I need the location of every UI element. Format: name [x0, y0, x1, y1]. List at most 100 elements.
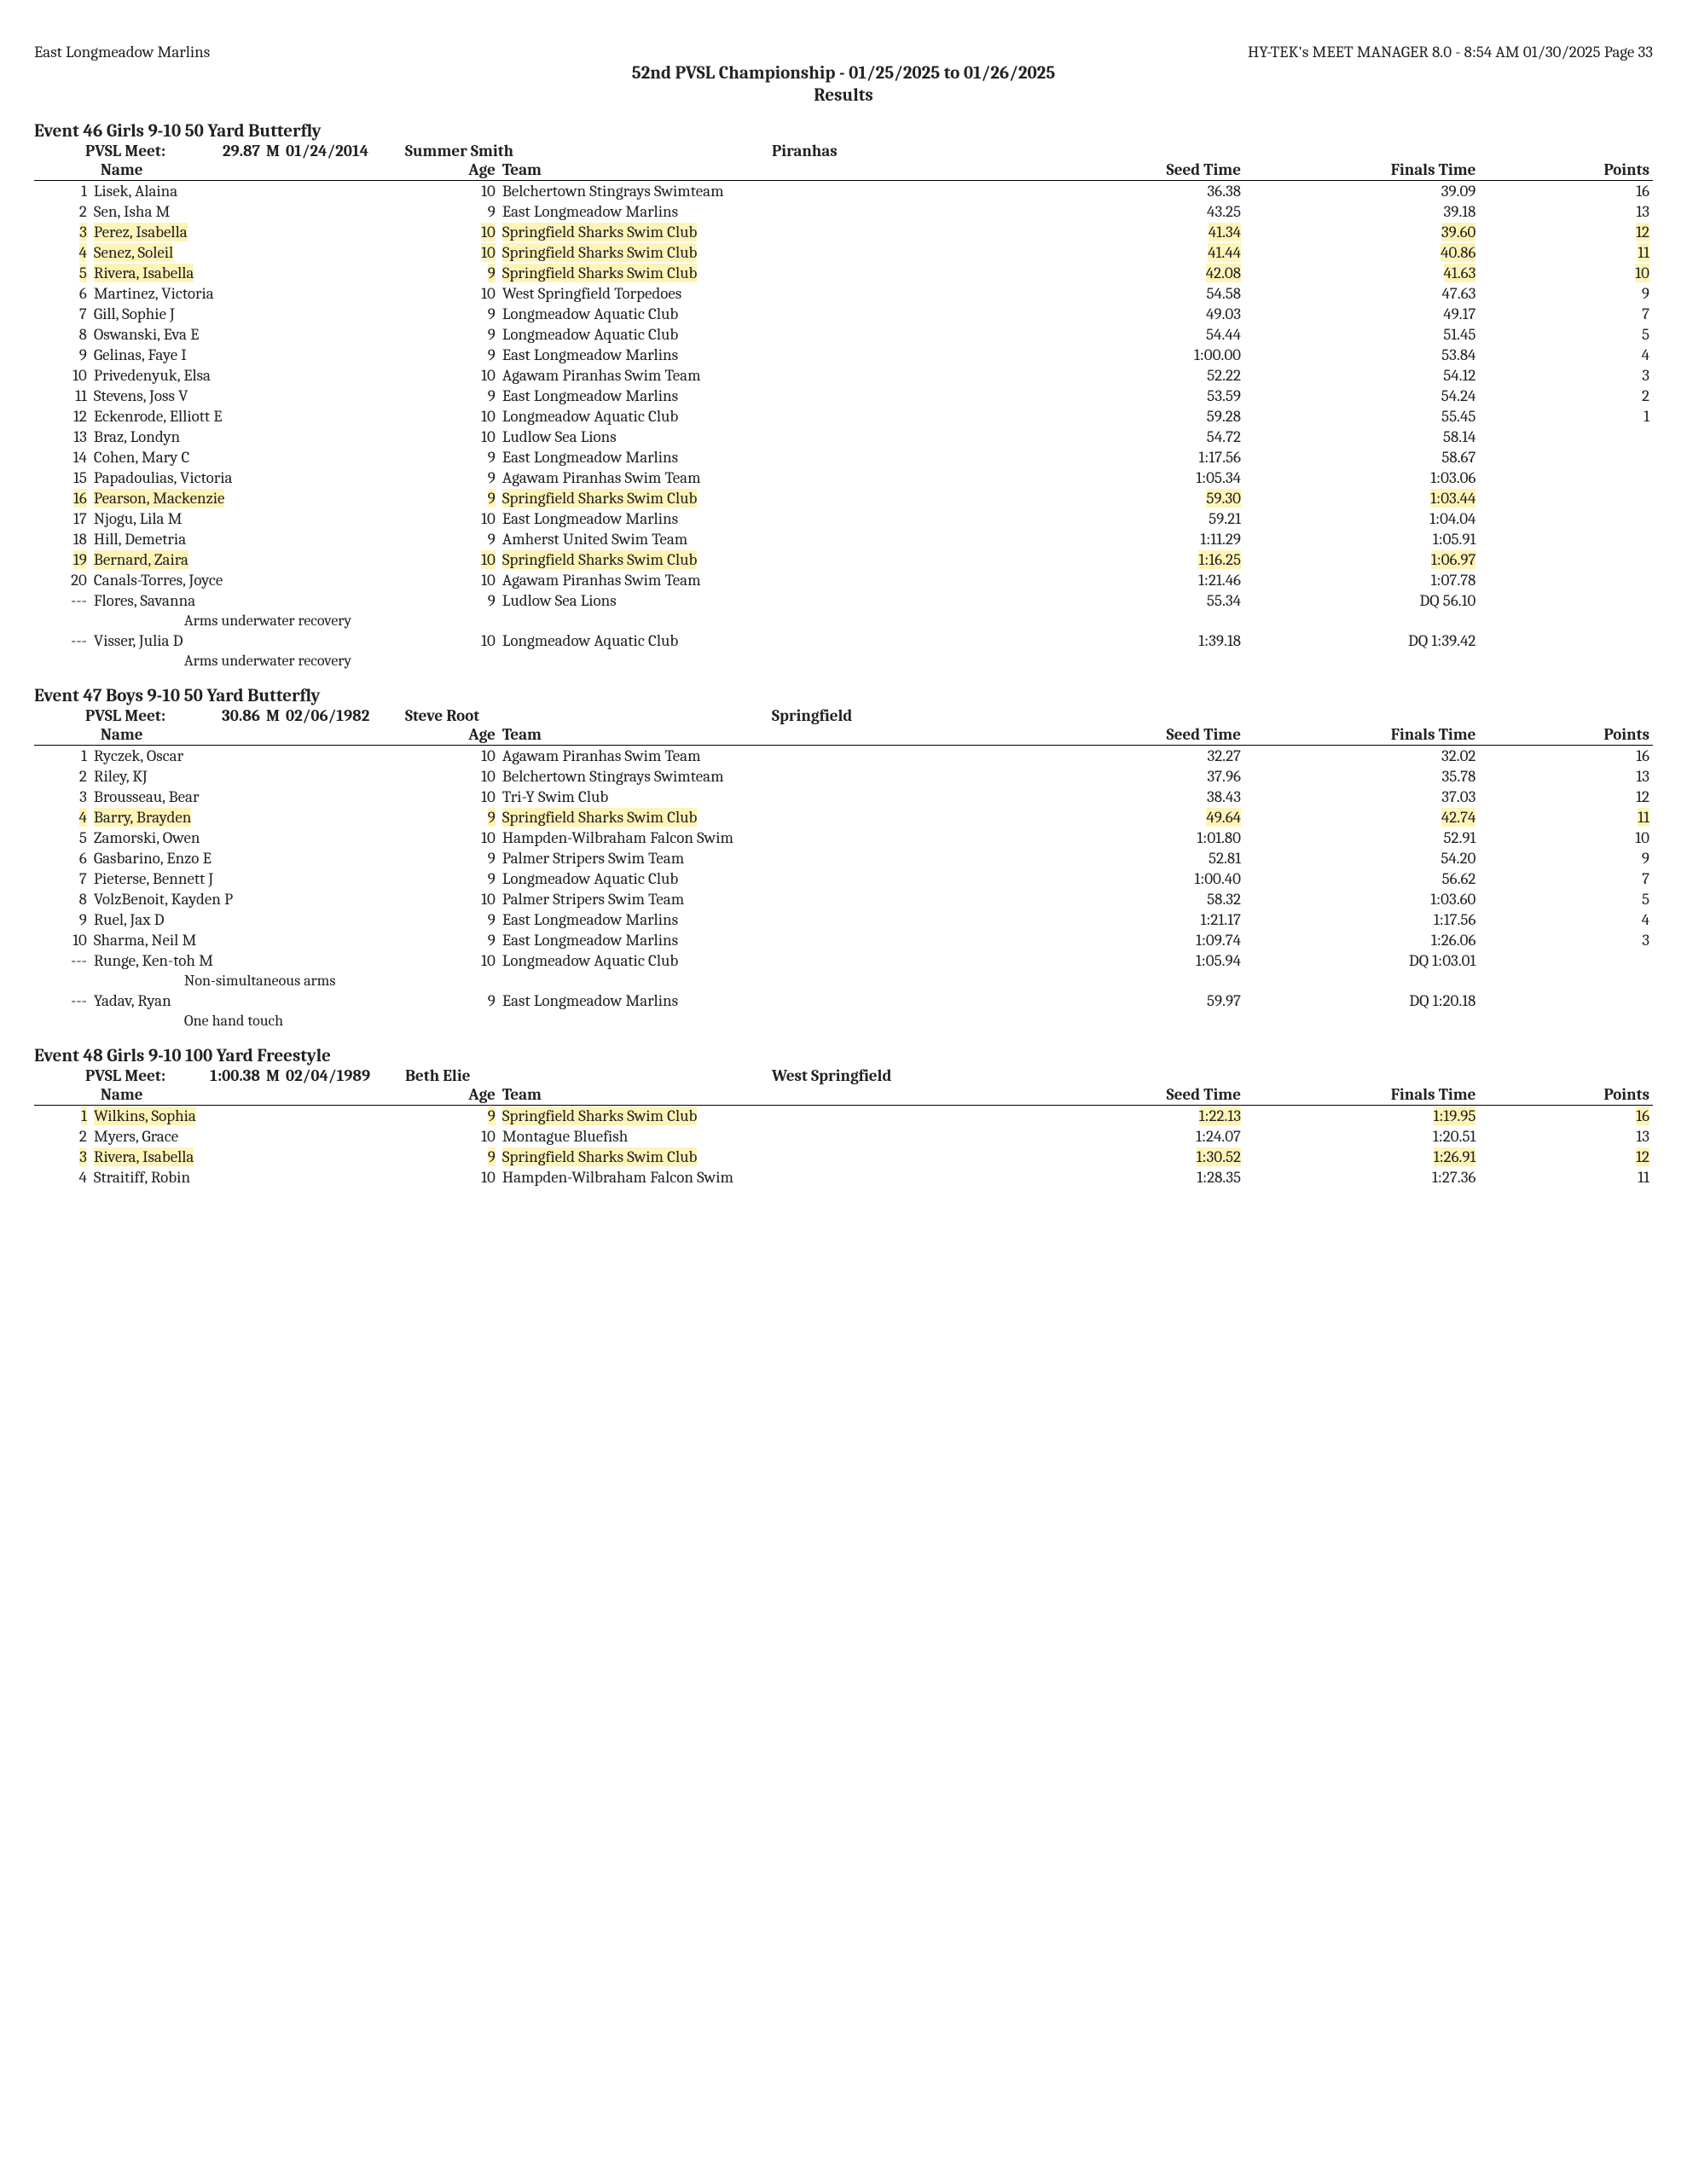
cell-age: 10	[438, 406, 499, 427]
col-finals: Finals Time	[1244, 1085, 1479, 1106]
cell-points: 10	[1479, 828, 1653, 848]
cell-seed: 37.96	[1041, 766, 1244, 787]
record-holder: Steve Root	[405, 706, 772, 725]
table-row: 15Papadoulias, Victoria9Agawam Piranhas …	[34, 468, 1653, 488]
results-table: NameAgeTeamSeed TimeFinals TimePoints1Wi…	[34, 1085, 1653, 1188]
results-table: NameAgeTeamSeed TimeFinals TimePoints1Li…	[34, 160, 1653, 671]
cell-seed: 59.30	[1041, 488, 1244, 508]
cell-seed: 1:39.18	[1041, 630, 1244, 651]
cell-name: Hill, Demetria	[90, 529, 438, 549]
cell-name: Pieterse, Bennett J	[90, 868, 438, 889]
cell-points	[1479, 447, 1653, 468]
cell-team: Springfield Sharks Swim Club	[499, 263, 1041, 283]
cell-place: 13	[34, 427, 90, 447]
cell-age: 10	[438, 1167, 499, 1188]
cell-team: Longmeadow Aquatic Club	[499, 324, 1041, 345]
cell-finals: DQ 1:20.18	[1244, 990, 1479, 1011]
cell-age: 9	[438, 930, 499, 950]
cell-points: 3	[1479, 365, 1653, 386]
cell-place: 4	[34, 1167, 90, 1188]
col-place	[34, 1085, 90, 1106]
table-row: 13Braz, Londyn10Ludlow Sea Lions54.7258.…	[34, 427, 1653, 447]
col-team: Team	[499, 160, 1041, 181]
cell-place: 5	[34, 263, 90, 283]
cell-age: 9	[438, 1106, 499, 1127]
col-age: Age	[438, 1085, 499, 1106]
cell-age: 10	[438, 242, 499, 263]
cell-name: Gasbarino, Enzo E	[90, 848, 438, 868]
table-row: ---Runge, Ken-toh M10Longmeadow Aquatic …	[34, 950, 1653, 971]
cell-finals: 1:07.78	[1244, 570, 1479, 590]
cell-points: 5	[1479, 324, 1653, 345]
record-label: PVSL Meet:	[85, 706, 200, 725]
table-row: 3Rivera, Isabella9Springfield Sharks Swi…	[34, 1147, 1653, 1167]
dq-note: One hand touch	[90, 1011, 1653, 1031]
cell-name: Oswanski, Eva E	[90, 324, 438, 345]
cell-age: 10	[438, 746, 499, 767]
cell-seed: 36.38	[1041, 181, 1244, 202]
cell-team: Palmer Stripers Swim Team	[499, 848, 1041, 868]
cell-points: 9	[1479, 848, 1653, 868]
dq-note: Arms underwater recovery	[90, 611, 1653, 630]
cell-seed: 55.34	[1041, 590, 1244, 611]
col-place	[34, 160, 90, 181]
dq-note: Non-simultaneous arms	[90, 971, 1653, 990]
cell-name: Bernard, Zaira	[90, 549, 438, 570]
cell-seed: 1:09.74	[1041, 930, 1244, 950]
cell-name: Barry, Brayden	[90, 807, 438, 828]
cell-place: 11	[34, 386, 90, 406]
record-holder: Beth Elie	[405, 1066, 772, 1085]
cell-team: Hampden-Wilbraham Falcon Swim	[499, 828, 1041, 848]
table-row: 3Brousseau, Bear10Tri-Y Swim Club38.4337…	[34, 787, 1653, 807]
cell-age: 10	[438, 283, 499, 304]
cell-place: 2	[34, 1126, 90, 1147]
col-seed: Seed Time	[1041, 725, 1244, 746]
cell-seed: 49.64	[1041, 807, 1244, 828]
cell-age: 9	[438, 868, 499, 889]
header-right: HY-TEK's MEET MANAGER 8.0 - 8:54 AM 01/3…	[1248, 43, 1653, 61]
col-age: Age	[438, 160, 499, 181]
table-row: 5Rivera, Isabella9Springfield Sharks Swi…	[34, 263, 1653, 283]
header-left: East Longmeadow Marlins	[34, 43, 210, 61]
record-team: West Springfield	[772, 1066, 891, 1085]
table-row: 9Gelinas, Faye I9East Longmeadow Marlins…	[34, 345, 1653, 365]
record-m: M	[260, 142, 286, 160]
cell-name: Gill, Sophie J	[90, 304, 438, 324]
cell-points	[1479, 529, 1653, 549]
cell-team: East Longmeadow Marlins	[499, 345, 1041, 365]
table-row: 2Riley, KJ10Belchertown Stingrays Swimte…	[34, 766, 1653, 787]
table-row: 2Myers, Grace10Montague Bluefish1:24.071…	[34, 1126, 1653, 1147]
cell-name: Pearson, Mackenzie	[90, 488, 438, 508]
cell-place: 8	[34, 324, 90, 345]
table-row: 8Oswanski, Eva E9Longmeadow Aquatic Club…	[34, 324, 1653, 345]
cell-finals: 1:26.06	[1244, 930, 1479, 950]
cell-seed: 54.72	[1041, 427, 1244, 447]
col-points: Points	[1479, 1085, 1653, 1106]
cell-place: 10	[34, 365, 90, 386]
cell-team: Longmeadow Aquatic Club	[499, 868, 1041, 889]
cell-name: Yadav, Ryan	[90, 990, 438, 1011]
cell-team: Longmeadow Aquatic Club	[499, 630, 1041, 651]
cell-team: Ludlow Sea Lions	[499, 590, 1041, 611]
col-age: Age	[438, 725, 499, 746]
cell-team: Springfield Sharks Swim Club	[499, 549, 1041, 570]
cell-team: Belchertown Stingrays Swimteam	[499, 181, 1041, 202]
cell-points: 12	[1479, 787, 1653, 807]
cell-place: 15	[34, 468, 90, 488]
cell-points: 2	[1479, 386, 1653, 406]
cell-age: 9	[438, 345, 499, 365]
cell-team: Agawam Piranhas Swim Team	[499, 468, 1041, 488]
dq-note: Arms underwater recovery	[90, 651, 1653, 671]
cell-points: 11	[1479, 807, 1653, 828]
cell-seed: 1:21.46	[1041, 570, 1244, 590]
cell-seed: 59.97	[1041, 990, 1244, 1011]
cell-finals: 54.20	[1244, 848, 1479, 868]
meet-record: PVSL Meet:29.87M01/24/2014Summer SmithPi…	[85, 142, 1653, 160]
cell-seed: 1:24.07	[1041, 1126, 1244, 1147]
cell-place: 20	[34, 570, 90, 590]
cell-finals: 56.62	[1244, 868, 1479, 889]
record-label: PVSL Meet:	[85, 1066, 200, 1085]
record-date: 01/24/2014	[286, 142, 405, 160]
cell-age: 9	[438, 201, 499, 222]
cell-points: 12	[1479, 1147, 1653, 1167]
